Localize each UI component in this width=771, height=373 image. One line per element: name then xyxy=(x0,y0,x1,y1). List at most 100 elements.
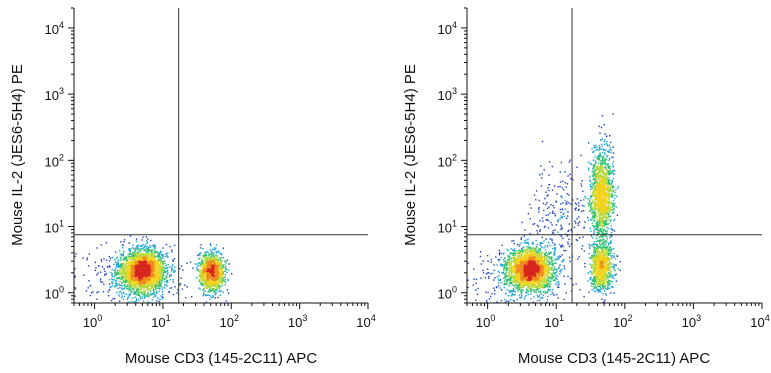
event-dot xyxy=(164,268,166,270)
event-dot xyxy=(143,275,145,277)
event-dot xyxy=(145,285,147,287)
event-dot xyxy=(196,266,198,269)
event-dot xyxy=(140,257,142,259)
event-dot xyxy=(529,250,531,253)
event-dot xyxy=(203,279,205,281)
event-dot xyxy=(214,258,216,261)
event-dot xyxy=(219,257,221,259)
event-dot xyxy=(124,276,127,278)
event-dot xyxy=(170,275,172,277)
event-dot xyxy=(142,274,144,276)
event-dot xyxy=(156,271,159,273)
event-dot xyxy=(145,276,148,279)
event-dot xyxy=(153,245,155,247)
event-dot xyxy=(198,280,201,282)
event-dot xyxy=(217,274,220,276)
event-dot xyxy=(205,281,207,284)
event-dot xyxy=(129,250,131,252)
event-dot xyxy=(127,273,130,275)
event-dot xyxy=(223,270,225,273)
event-dot xyxy=(157,286,160,288)
event-dot xyxy=(159,256,161,258)
event-dot xyxy=(216,258,219,260)
event-dot xyxy=(142,257,144,259)
event-dot xyxy=(214,278,217,280)
event-dot xyxy=(216,286,218,288)
event-dot xyxy=(211,264,214,267)
event-dot xyxy=(171,249,173,251)
event-dot xyxy=(219,277,221,280)
event-dot xyxy=(134,296,137,298)
event-dot xyxy=(197,265,200,267)
event-dot xyxy=(147,259,149,261)
event-dot xyxy=(149,269,151,271)
event-dot xyxy=(156,261,158,263)
event-dot xyxy=(218,259,220,261)
event-dot xyxy=(211,267,213,269)
event-dot xyxy=(122,268,124,270)
event-dot xyxy=(122,275,124,277)
event-dot xyxy=(142,300,145,302)
event-dot xyxy=(213,265,216,267)
event-dot xyxy=(136,257,139,260)
event-dot xyxy=(141,239,143,241)
event-dot xyxy=(131,280,133,282)
event-dot xyxy=(140,292,142,294)
event-dot xyxy=(120,274,123,276)
event-dot xyxy=(136,284,138,286)
event-dot xyxy=(144,273,147,275)
event-dot xyxy=(198,275,200,277)
event-dot xyxy=(207,284,209,286)
event-dot xyxy=(203,262,205,264)
event-dot xyxy=(155,274,157,276)
event-dot xyxy=(137,288,139,290)
event-dot xyxy=(136,282,139,284)
event-dot xyxy=(212,260,215,262)
event-dot xyxy=(111,278,113,280)
event-dot xyxy=(137,279,140,281)
event-dot xyxy=(207,265,209,267)
event-dot xyxy=(541,274,544,277)
event-dot xyxy=(212,273,214,276)
event-dot xyxy=(142,263,144,265)
event-dot xyxy=(205,275,207,277)
event-dot xyxy=(116,291,118,294)
event-dot xyxy=(137,259,139,261)
event-dot xyxy=(101,281,104,283)
event-dot xyxy=(137,275,139,277)
event-dot xyxy=(200,283,202,285)
event-dot xyxy=(552,263,554,265)
event-dot xyxy=(133,273,135,275)
event-dot xyxy=(141,262,143,264)
event-dot xyxy=(108,288,110,291)
event-dot xyxy=(131,256,133,258)
event-dot xyxy=(154,265,157,267)
event-dot xyxy=(216,260,218,262)
event-dot xyxy=(207,268,209,270)
event-dot xyxy=(214,270,217,272)
event-dot xyxy=(119,287,121,289)
event-dot xyxy=(138,259,140,261)
event-dot xyxy=(161,277,163,280)
event-dot xyxy=(207,261,210,263)
event-dot xyxy=(133,287,136,289)
event-dot xyxy=(95,267,97,269)
event-dot xyxy=(142,244,145,246)
event-dot xyxy=(114,285,116,287)
event-dot xyxy=(124,280,127,282)
event-dot xyxy=(114,273,116,275)
event-dot xyxy=(148,272,150,274)
event-dot xyxy=(133,262,135,264)
event-dot xyxy=(128,284,130,287)
event-dot xyxy=(205,258,208,260)
event-dot xyxy=(156,262,158,265)
event-dot xyxy=(199,263,201,266)
event-dot xyxy=(131,269,133,271)
event-dot xyxy=(221,284,224,286)
event-dot xyxy=(212,276,214,279)
event-dot xyxy=(135,266,137,268)
event-dot xyxy=(151,258,154,260)
event-dot xyxy=(541,265,543,268)
event-dot xyxy=(141,285,144,287)
event-dot xyxy=(226,289,229,291)
